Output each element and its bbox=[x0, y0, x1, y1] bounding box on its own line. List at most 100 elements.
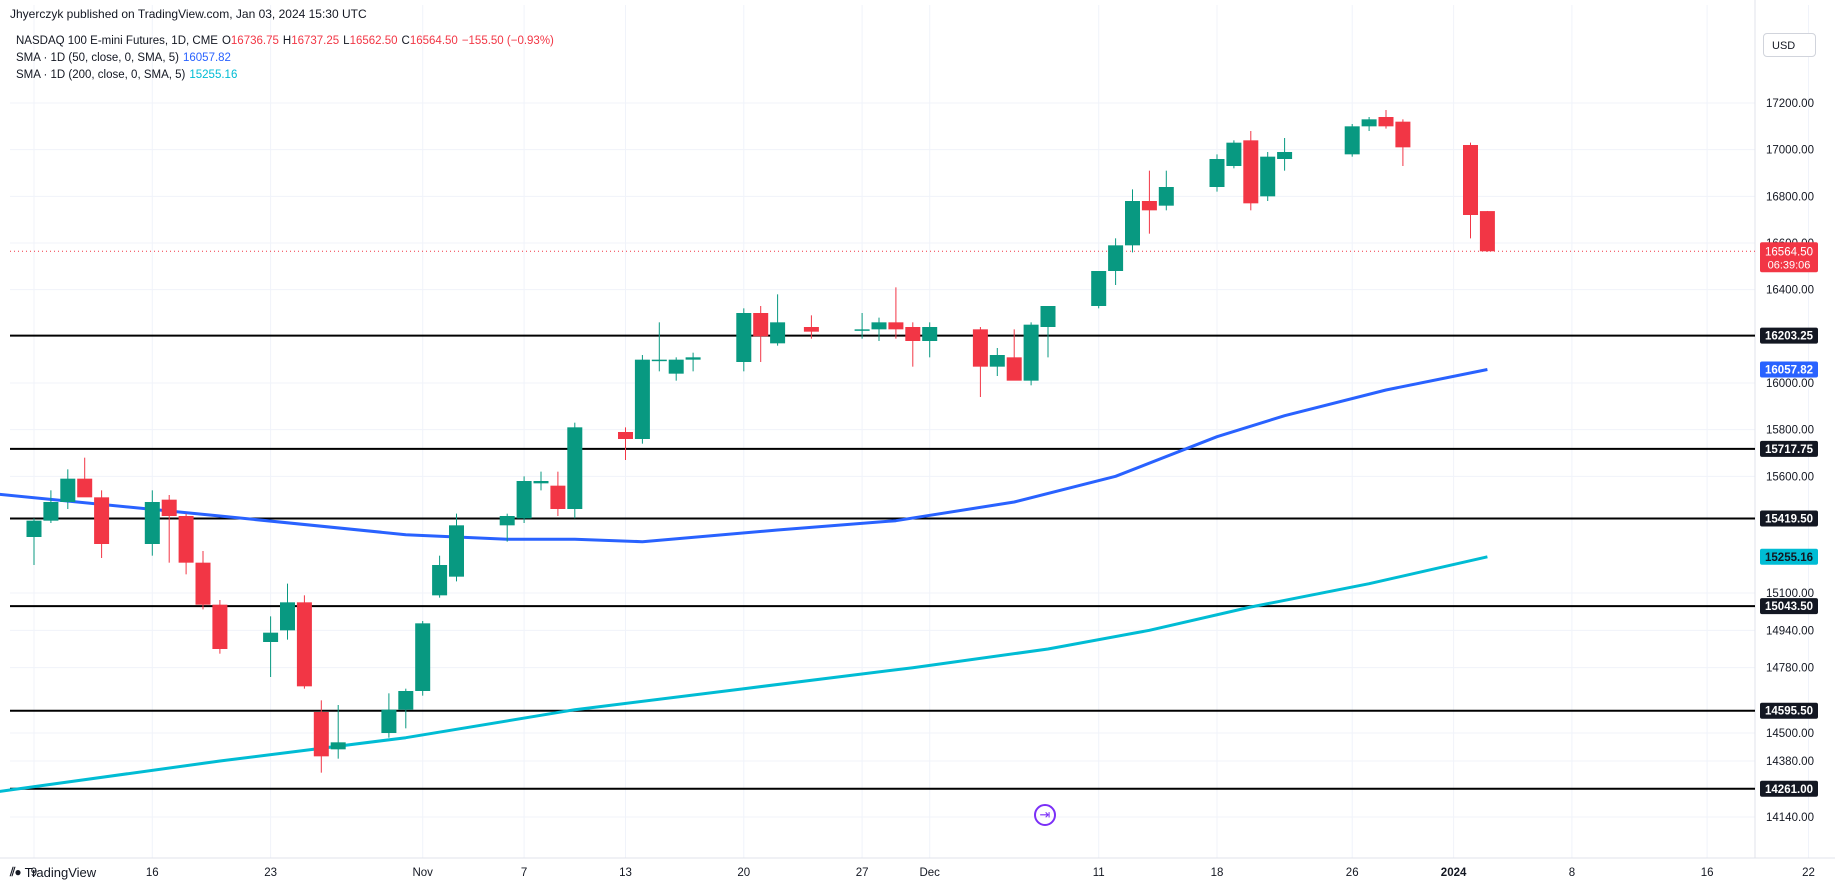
candle-body bbox=[651, 359, 667, 362]
chart-legend: NASDAQ 100 E-mini Futures, 1D, CME O1673… bbox=[16, 33, 554, 84]
candle-body bbox=[871, 322, 887, 330]
price-tick-label: 16400.00 bbox=[1766, 285, 1814, 297]
price-tick-label: 16000.00 bbox=[1766, 378, 1814, 390]
candle-body bbox=[972, 329, 988, 367]
candle-body bbox=[449, 525, 464, 577]
price-tick-label: 15100.00 bbox=[1766, 588, 1814, 600]
candle-body bbox=[1395, 121, 1411, 148]
candle-body bbox=[144, 502, 160, 544]
candle-body bbox=[1108, 245, 1124, 271]
price-label-text: 14261.00 bbox=[1765, 784, 1813, 796]
candle-body bbox=[685, 357, 701, 360]
price-tick-label: 17200.00 bbox=[1766, 98, 1814, 110]
candle-body bbox=[195, 562, 211, 605]
time-tick-label: 27 bbox=[856, 867, 869, 879]
legend-sma200-value: 15255.16 bbox=[189, 69, 238, 81]
candle-body bbox=[60, 478, 76, 502]
legend-close-label: C bbox=[401, 35, 410, 47]
candle-body bbox=[178, 516, 194, 563]
time-tick-label: 18 bbox=[1211, 867, 1224, 879]
price-label-box bbox=[1760, 548, 1818, 565]
candle-body bbox=[668, 359, 684, 374]
price-label-box bbox=[1760, 361, 1818, 378]
price-tick-label: 15600.00 bbox=[1766, 471, 1814, 483]
goto-realtime-icon[interactable]: ⇥ bbox=[1034, 804, 1056, 826]
sma50-line bbox=[0, 368, 1488, 544]
candle-body bbox=[1277, 152, 1293, 159]
time-tick-label: Nov bbox=[412, 867, 433, 879]
legend-symbol[interactable]: NASDAQ 100 E-mini Futures, 1D, CME bbox=[16, 35, 218, 47]
candle-body bbox=[922, 327, 938, 341]
candle-body bbox=[280, 602, 295, 631]
legend-open-value: 16736.75 bbox=[230, 35, 279, 47]
branding-text: TradingView bbox=[24, 865, 97, 880]
candle-body bbox=[753, 313, 769, 337]
price-label-box bbox=[1760, 440, 1818, 457]
candle-body bbox=[94, 497, 110, 544]
candle-body bbox=[432, 565, 448, 596]
candle-body bbox=[1023, 324, 1039, 381]
price-label-text: 16057.82 bbox=[1765, 365, 1813, 377]
candle-body bbox=[381, 709, 397, 733]
candle-body bbox=[26, 520, 42, 537]
candle-body bbox=[533, 481, 549, 484]
candle-body bbox=[1260, 156, 1276, 197]
price-tick-label: 16800.00 bbox=[1766, 191, 1814, 203]
time-tick-label: 7 bbox=[521, 867, 527, 879]
candle-body bbox=[1479, 211, 1495, 252]
candle-body bbox=[296, 602, 312, 687]
candle-body bbox=[1226, 142, 1242, 166]
time-tick-label: 22 bbox=[1802, 867, 1815, 879]
price-label-box bbox=[1760, 327, 1818, 344]
legend-sma50-value: 16057.82 bbox=[182, 52, 231, 64]
price-tick-label: 14500.00 bbox=[1766, 728, 1814, 740]
candle-body bbox=[1378, 117, 1394, 127]
candle-body bbox=[415, 623, 431, 691]
currency-selector[interactable]: USD bbox=[1763, 33, 1816, 57]
price-label-box bbox=[1760, 510, 1818, 527]
candle-body bbox=[330, 742, 346, 750]
candle-body bbox=[1344, 126, 1360, 155]
price-tick-label: 14940.00 bbox=[1766, 625, 1814, 637]
time-tick-label: 8 bbox=[1569, 867, 1575, 879]
price-tick-label: 17000.00 bbox=[1766, 145, 1814, 157]
legend-sma200-label[interactable]: SMA · 1D (200, close, 0, SMA, 5) bbox=[16, 69, 186, 81]
time-tick-label: 16 bbox=[1701, 867, 1714, 879]
price-label-box bbox=[1760, 702, 1818, 719]
candle-body bbox=[1158, 187, 1174, 206]
countdown-text: 06:39:06 bbox=[1768, 259, 1811, 271]
last-price-badge bbox=[1760, 242, 1818, 273]
legend-sma50-label[interactable]: SMA · 1D (50, close, 0, SMA, 5) bbox=[16, 52, 179, 64]
time-tick-label: 13 bbox=[619, 867, 632, 879]
candle-body bbox=[1040, 306, 1056, 327]
price-tick-label: 15800.00 bbox=[1766, 425, 1814, 437]
time-tick-label: 11 bbox=[1093, 867, 1105, 879]
tradingview-logo-icon: ⫽● bbox=[10, 865, 22, 879]
last-price-text: 16564.50 bbox=[1765, 246, 1813, 258]
legend-open-label: O bbox=[221, 35, 231, 47]
candle-body bbox=[736, 313, 752, 362]
candle-body bbox=[989, 355, 1005, 367]
price-label-text: 14595.50 bbox=[1765, 706, 1813, 718]
price-label-text: 15043.50 bbox=[1765, 601, 1813, 613]
candle-body bbox=[1141, 201, 1157, 211]
candle-body bbox=[1125, 201, 1140, 246]
candle-body bbox=[1243, 140, 1259, 204]
time-tick-label: 2024 bbox=[1441, 867, 1467, 879]
legend-close-value: 16564.50 bbox=[409, 35, 458, 47]
price-tick-label: 14780.00 bbox=[1766, 663, 1814, 675]
candle-body bbox=[888, 322, 904, 330]
candle-body bbox=[263, 632, 279, 642]
price-label-text: 16203.25 bbox=[1765, 331, 1814, 343]
candle-body bbox=[854, 329, 870, 331]
price-label-text: 15419.50 bbox=[1765, 513, 1813, 525]
candle-body bbox=[1006, 357, 1022, 381]
legend-low-label: L bbox=[343, 35, 350, 47]
candle-body bbox=[313, 712, 329, 757]
candle-body bbox=[212, 604, 228, 649]
legend-high-label: H bbox=[282, 35, 292, 47]
candle-body bbox=[905, 327, 921, 341]
price-label-box bbox=[1760, 780, 1818, 797]
time-tick-label: 16 bbox=[146, 867, 159, 879]
